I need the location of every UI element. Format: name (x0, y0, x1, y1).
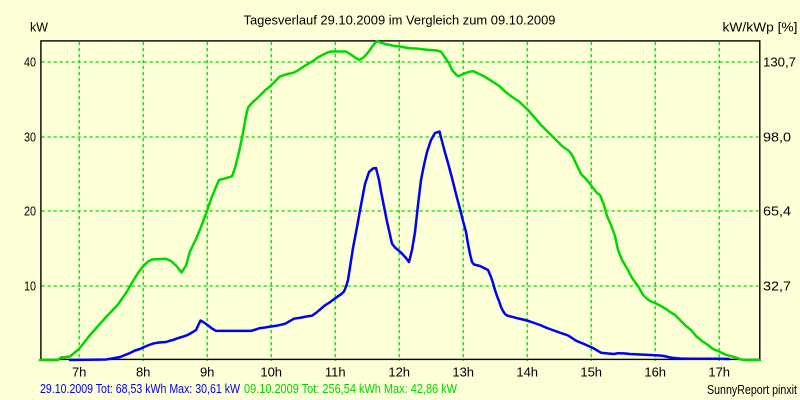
svg-text:16h: 16h (644, 365, 666, 380)
svg-text:130,7: 130,7 (763, 55, 796, 70)
svg-text:29.10.2009 Tot: 68,53 kWh Max:: 29.10.2009 Tot: 68,53 kWh Max: 30,61 kW (40, 381, 241, 396)
svg-text:7h: 7h (72, 365, 86, 380)
svg-text:40: 40 (24, 55, 36, 70)
svg-text:10: 10 (24, 279, 36, 294)
svg-text:32,7: 32,7 (763, 279, 791, 294)
svg-text:15h: 15h (580, 365, 602, 380)
svg-text:Tagesverlauf 29.10.2009 im Ver: Tagesverlauf 29.10.2009 im Vergleich zum… (244, 12, 556, 27)
svg-text:kW: kW (30, 20, 49, 35)
svg-text:17h: 17h (708, 365, 730, 380)
svg-text:14h: 14h (516, 365, 538, 380)
svg-text:SunnyReport pinxit: SunnyReport pinxit (707, 382, 797, 397)
svg-text:65,4: 65,4 (763, 204, 791, 219)
svg-text:09.10.2009 Tot: 256,54 kWh Max: 09.10.2009 Tot: 256,54 kWh Max: 42,86 kW (244, 381, 458, 396)
svg-text:8h: 8h (136, 365, 150, 380)
svg-text:kW/kWp [%]: kW/kWp [%] (723, 20, 798, 35)
svg-text:12h: 12h (388, 365, 410, 380)
svg-text:11h: 11h (325, 365, 346, 380)
svg-text:30: 30 (24, 130, 36, 145)
svg-text:20: 20 (24, 204, 36, 219)
svg-text:13h: 13h (452, 365, 474, 380)
svg-text:10h: 10h (260, 365, 282, 380)
svg-text:9h: 9h (200, 365, 214, 380)
svg-text:98,0: 98,0 (763, 130, 791, 145)
